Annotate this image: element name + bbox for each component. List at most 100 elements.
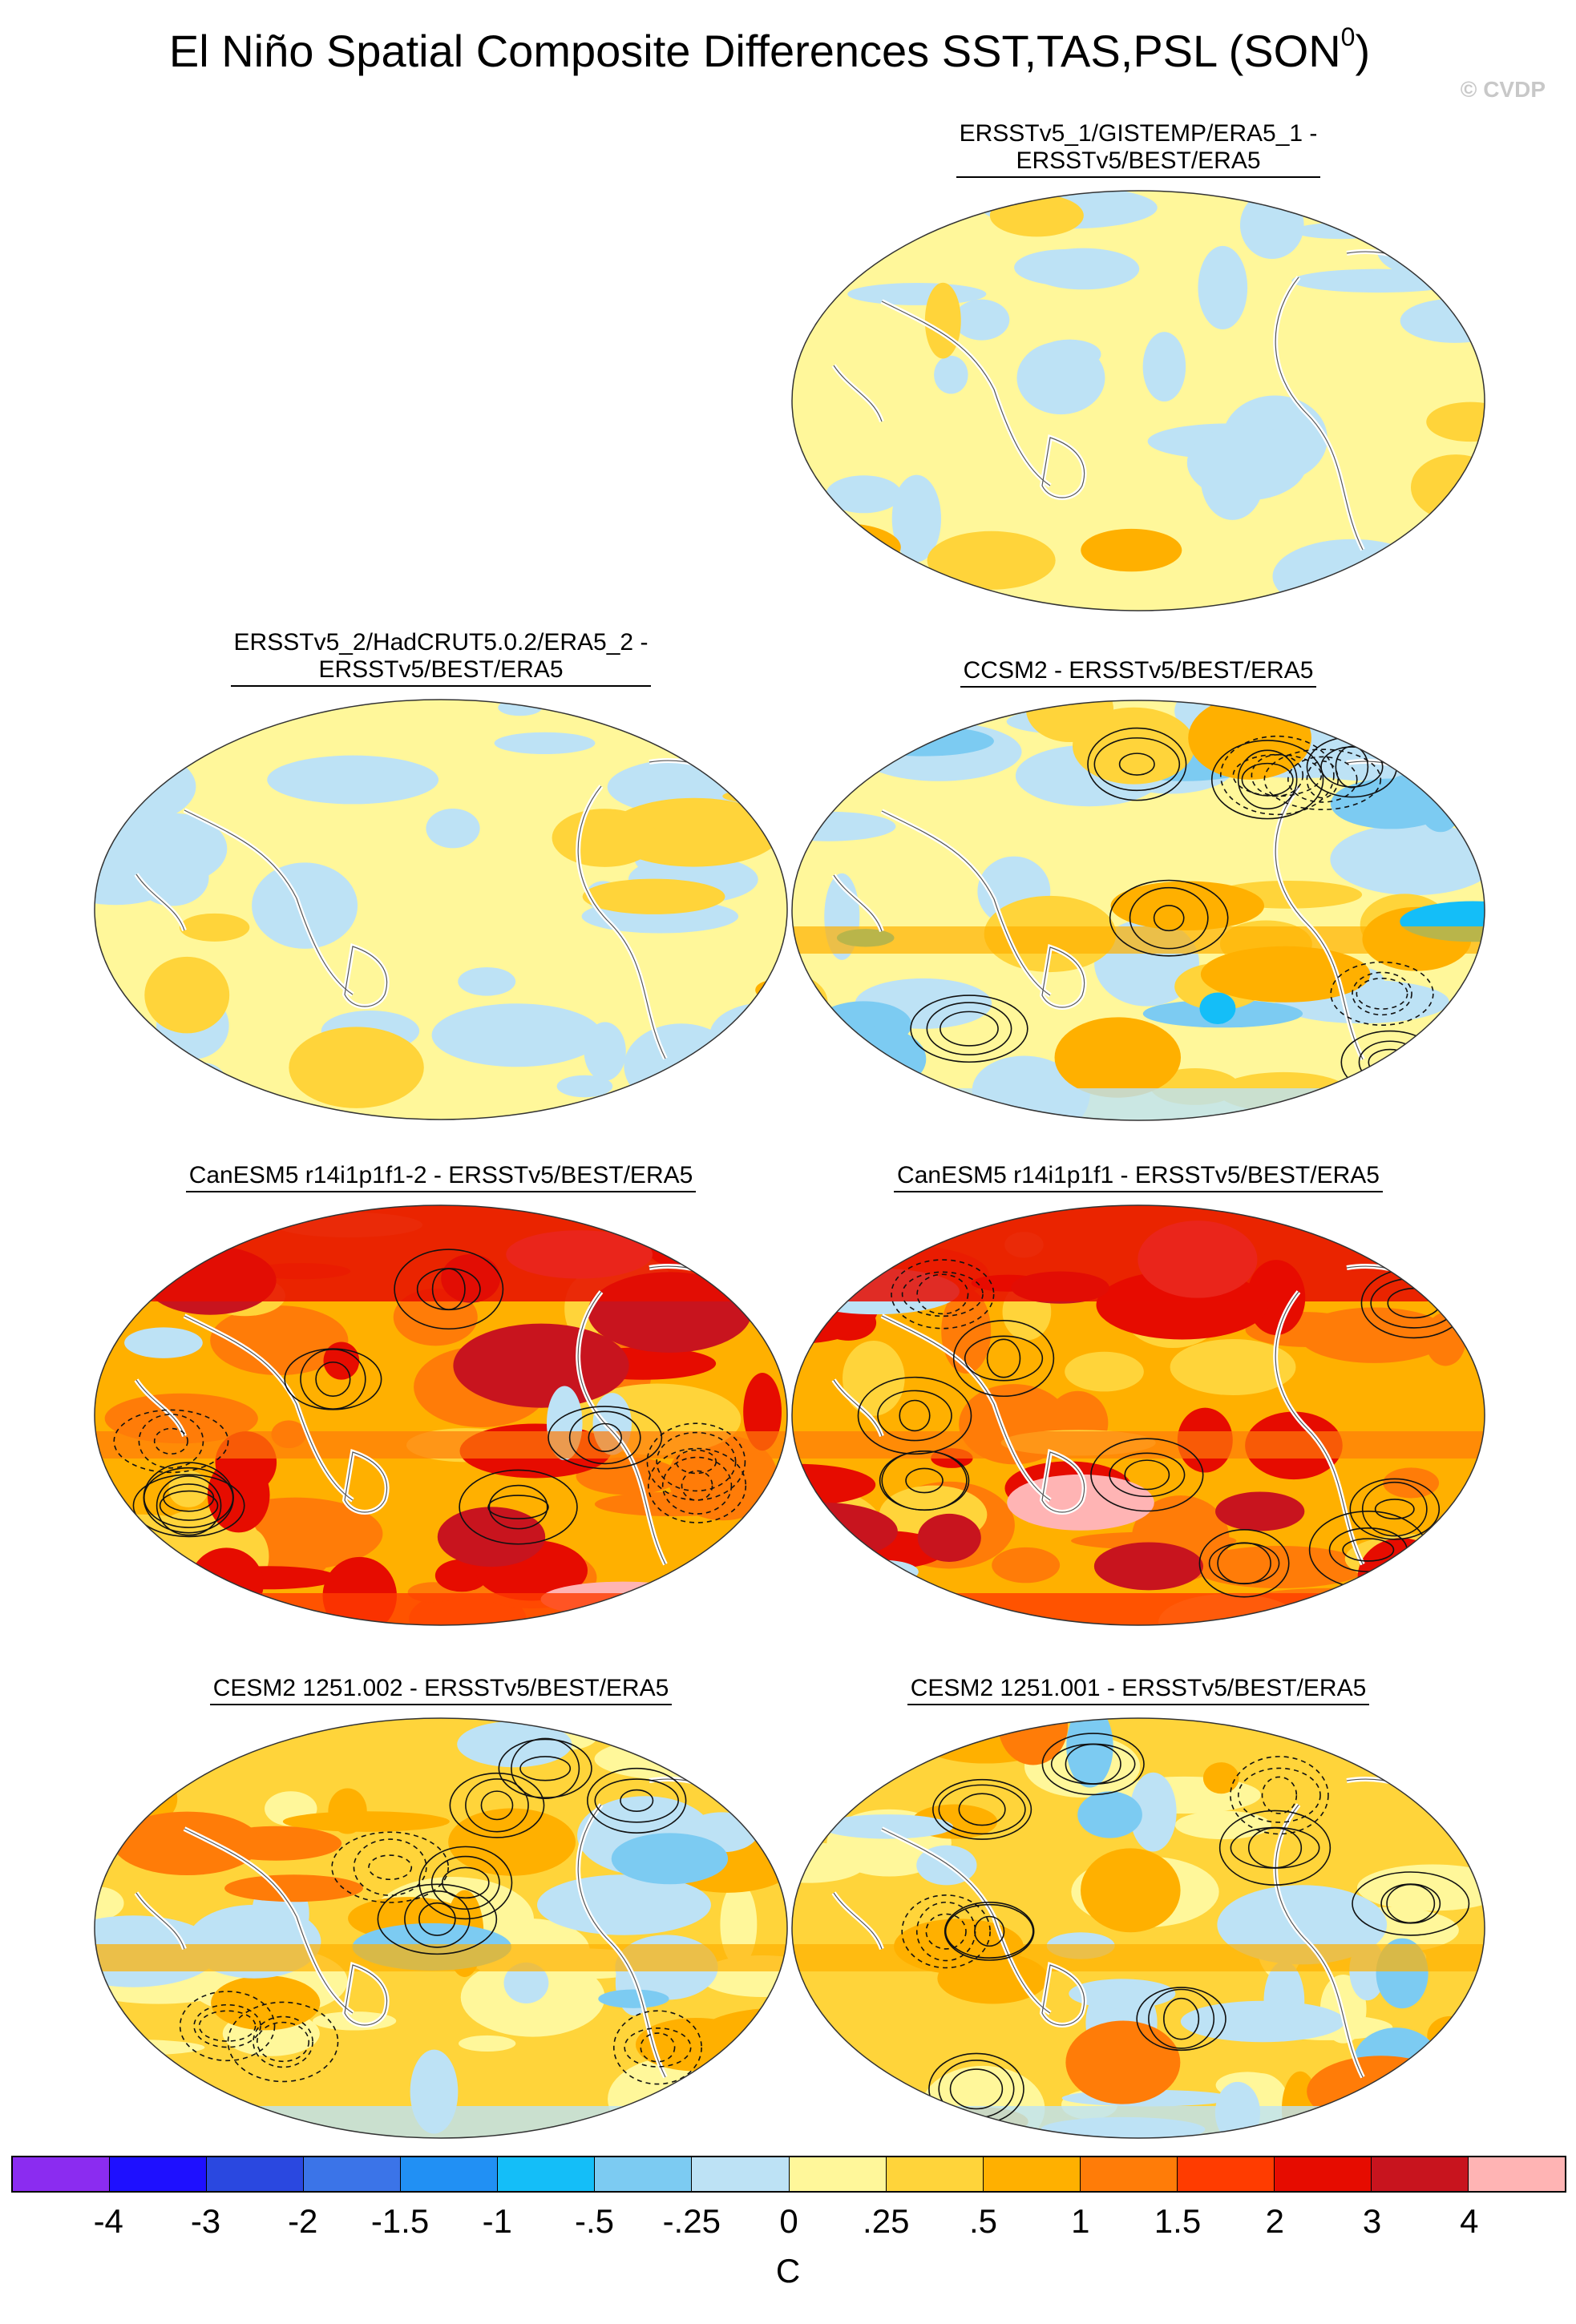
anomaly-patch [552, 809, 658, 867]
anomaly-patch [582, 878, 725, 914]
world-map [94, 699, 788, 1120]
anomaly-patch [594, 1737, 766, 1781]
anomaly-patch [821, 1026, 927, 1092]
anomaly-patch [584, 1022, 626, 1081]
psl-contour [465, 1778, 529, 1833]
anomaly-patch [448, 1808, 576, 1876]
psl-contour [1349, 1478, 1441, 1540]
map-panel-2: ERSSTv5_2/HadCRUT5.0.2/ERA5_2 - ERSSTv5/… [88, 629, 794, 1123]
psl-contour [916, 1273, 969, 1315]
equatorial-band [95, 1431, 787, 1459]
psl-contour [594, 1778, 679, 1823]
anomaly-patch [1456, 700, 1485, 755]
anomaly-patch [1356, 700, 1446, 747]
coastline [135, 1892, 185, 1950]
map-panel-3: CCSM2 - ERSSTv5/BEST/ERA5 [786, 657, 1491, 1124]
colorbar-swatch [595, 2157, 693, 2191]
map-border [94, 1204, 788, 1626]
coastline [833, 365, 883, 422]
colorbar-swatch [498, 2157, 596, 2191]
psl-contour [1124, 1459, 1170, 1491]
psl-contour [1050, 1743, 1136, 1785]
southern-ocean-band [792, 2106, 1485, 2138]
anomaly-patch [426, 809, 480, 849]
southern-ocean-band [792, 1593, 1485, 1625]
world-map [791, 190, 1485, 611]
psl-contour [958, 1793, 1006, 1826]
anomaly-patch [1054, 1017, 1182, 1098]
anomaly-patch [1065, 1351, 1144, 1392]
psl-contour [905, 1467, 944, 1494]
anomaly-patch [95, 700, 182, 748]
anomaly-patch [393, 1288, 478, 1346]
psl-contour [256, 2021, 310, 2063]
colorbar-swatch [692, 2157, 790, 2191]
coastline [833, 874, 883, 932]
psl-contour [548, 1406, 663, 1470]
psl-contour [588, 1422, 622, 1452]
anomaly-patch [927, 531, 1056, 590]
panel-title: CCSM2 - ERSSTv5/BEST/ERA5 [960, 657, 1317, 688]
colorbar-tick-label: .5 [968, 2202, 998, 2240]
colorbar-tick-label: -.5 [574, 2202, 615, 2240]
coastline [1041, 1451, 1085, 1513]
anomaly-patch [1356, 1864, 1485, 1911]
anomaly-patch [224, 1874, 363, 1902]
anomaly-patch [1416, 1275, 1459, 1295]
southern-ocean-band [792, 1088, 1485, 1120]
anomaly-patch [792, 702, 893, 781]
anomaly-patch [453, 1323, 629, 1408]
anomaly-patch [211, 1975, 321, 2031]
anomaly-patch [847, 283, 987, 305]
equatorial-band [792, 1944, 1485, 1971]
psl-contour [612, 2010, 702, 2085]
coastline [881, 1315, 1051, 1501]
anomaly-patch [1330, 823, 1485, 896]
psl-contour [193, 2003, 261, 2048]
psl-contour [1219, 735, 1335, 816]
psl-contour [1261, 1776, 1298, 1814]
psl-contour [587, 1767, 687, 1834]
anomaly-patch [792, 547, 865, 611]
psl-contour [901, 1271, 984, 1317]
anomaly-patch [1129, 1772, 1177, 1852]
coastline [344, 946, 388, 1007]
psl-contour [143, 1462, 234, 1534]
anomaly-patch [179, 913, 250, 942]
anomaly-patch [1376, 223, 1462, 276]
psl-contour [925, 1913, 967, 1950]
anomaly-patch [1330, 778, 1453, 829]
anomaly-patch [503, 1962, 549, 2003]
psl-contour [488, 1484, 548, 1530]
anomaly-patch [792, 520, 843, 597]
psl-contour [1380, 1883, 1441, 1924]
panel-title: CESM2 1251.002 - ERSSTv5/BEST/ERA5 [209, 1675, 673, 1705]
colorbar [11, 2156, 1566, 2193]
psl-contour [568, 1410, 641, 1465]
anomaly-patch [743, 1373, 782, 1451]
anomaly-patch [458, 966, 516, 996]
figure-title: El Niño Spatial Composite Differences SS… [168, 22, 1371, 76]
coastline [344, 1451, 388, 1513]
psl-contour [1330, 961, 1434, 1027]
psl-contour [646, 1422, 746, 1501]
colorbar-ticks: -4 -3 -2 -1.5 -1 -.5 -.25 0 .25 .5 1 1.5 2 3 4 [11, 2202, 1566, 2242]
anomaly-patch [1202, 1762, 1239, 1794]
anomaly-patch [611, 1833, 729, 1885]
psl-contour [418, 1902, 456, 1936]
anomaly-patch [1142, 332, 1186, 402]
psl-contour [1093, 737, 1181, 792]
colorbar-tick-label: 2 [1265, 2202, 1284, 2240]
anomaly-patch [1389, 1742, 1485, 1764]
psl-contour [891, 1259, 995, 1329]
psl-contour [1230, 1826, 1320, 1869]
map-border [791, 1204, 1485, 1626]
psl-contour [940, 1011, 999, 1047]
anomaly-patch [576, 1457, 680, 1495]
psl-contour [404, 1890, 471, 1948]
world-map [791, 1204, 1485, 1626]
psl-contour [1109, 879, 1229, 957]
anomaly-patch [189, 1547, 264, 1620]
anomaly-patch [168, 1470, 209, 1507]
psl-contour [899, 1399, 931, 1432]
